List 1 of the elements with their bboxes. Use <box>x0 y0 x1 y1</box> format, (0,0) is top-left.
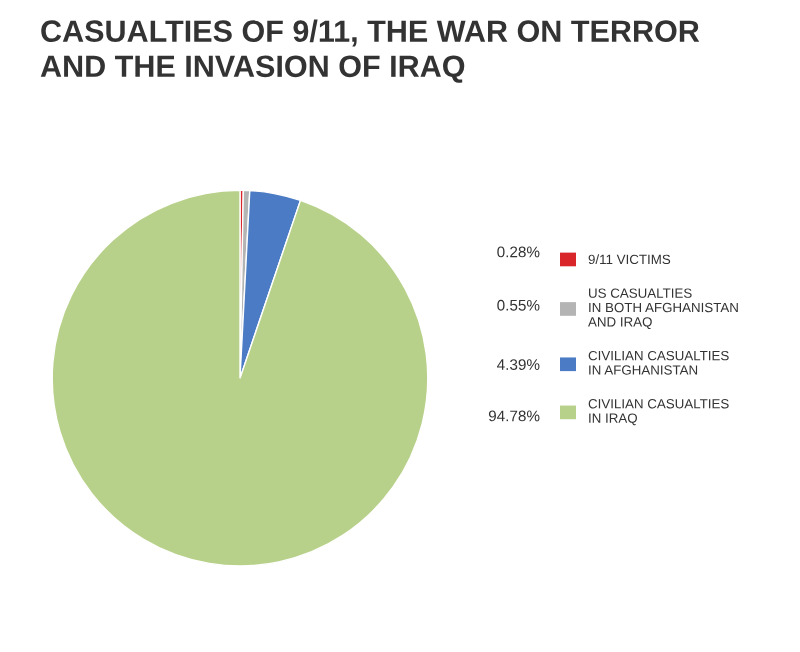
chart-title: CASUALTIES OF 9/11, THE WAR ON TERROR AND THE INVASION OF IRAQ <box>40 19 700 83</box>
